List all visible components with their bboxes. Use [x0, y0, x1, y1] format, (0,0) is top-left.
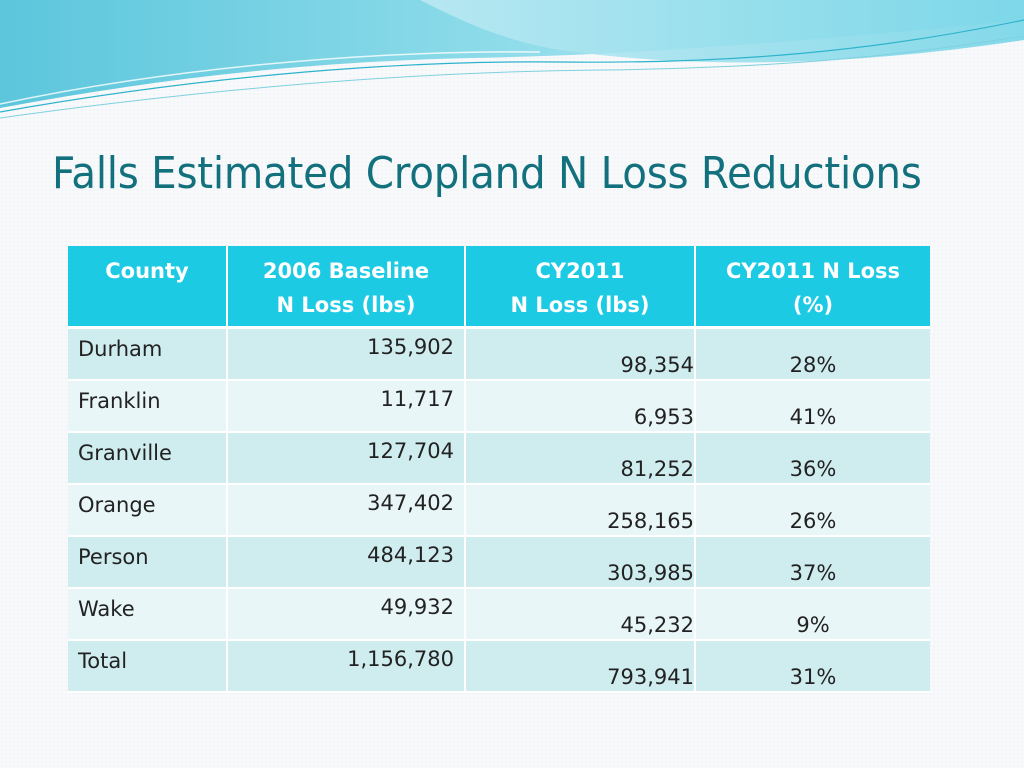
pct-cell: 9% [695, 588, 930, 641]
header-baseline-line2: N Loss (lbs) [276, 293, 416, 317]
header-pct-line2: (%) [792, 293, 834, 317]
cy2011-cell: 303,985 [465, 536, 696, 589]
table-header-row: County 2006 Baseline N Loss (lbs) CY2011… [68, 246, 930, 329]
baseline-cell: 484,123 [227, 536, 466, 589]
baseline-cell: 49,932 [227, 588, 466, 641]
pct-cell: 26% [695, 484, 930, 537]
pct-cell: 31% [695, 640, 930, 693]
county-cell: Wake [68, 588, 228, 641]
cy2011-cell: 81,252 [465, 432, 696, 485]
cy2011-cell: 258,165 [465, 484, 696, 537]
header-wave-decoration [0, 0, 1024, 119]
table-row-total: Total 1,156,780 793,941 31% [68, 640, 930, 693]
table-row: Person 484,123 303,985 37% [68, 536, 930, 589]
header-baseline-line1: 2006 Baseline [262, 259, 430, 283]
table-row: Franklin 11,717 6,953 41% [68, 380, 930, 433]
table-row: Orange 347,402 258,165 26% [68, 484, 930, 537]
baseline-cell: 127,704 [227, 432, 466, 485]
header-cy2011-line2: N Loss (lbs) [510, 293, 650, 317]
baseline-cell: 347,402 [227, 484, 466, 537]
header-baseline: 2006 Baseline N Loss (lbs) [227, 246, 466, 329]
header-pct-line1: CY2011 N Loss [725, 259, 901, 283]
header-pct: CY2011 N Loss (%) [695, 246, 930, 329]
slide-title: Falls Estimated Cropland N Loss Reductio… [52, 148, 922, 199]
baseline-cell: 135,902 [227, 327, 466, 381]
pct-cell: 28% [695, 327, 930, 381]
cy2011-cell: 98,354 [465, 327, 696, 381]
cy2011-cell: 793,941 [465, 640, 696, 693]
pct-cell: 36% [695, 432, 930, 485]
table-row: Durham 135,902 98,354 28% [68, 327, 930, 381]
header-cy2011: CY2011 N Loss (lbs) [465, 246, 696, 329]
pct-cell: 37% [695, 536, 930, 589]
pct-cell: 41% [695, 380, 930, 433]
county-cell: Orange [68, 484, 228, 537]
cy2011-cell: 45,232 [465, 588, 696, 641]
header-county-line1: County [105, 259, 189, 283]
table-row: Wake 49,932 45,232 9% [68, 588, 930, 641]
header-county: County [68, 246, 228, 329]
table-row: Granville 127,704 81,252 36% [68, 432, 930, 485]
county-cell: Durham [68, 327, 228, 381]
county-cell: Granville [68, 432, 228, 485]
county-cell: Franklin [68, 380, 228, 433]
county-cell: Total [68, 640, 228, 693]
baseline-cell: 11,717 [227, 380, 466, 433]
cy2011-cell: 6,953 [465, 380, 696, 433]
header-cy2011-line1: CY2011 [535, 259, 625, 283]
baseline-cell: 1,156,780 [227, 640, 466, 693]
n-loss-table: County 2006 Baseline N Loss (lbs) CY2011… [68, 246, 930, 693]
county-cell: Person [68, 536, 228, 589]
